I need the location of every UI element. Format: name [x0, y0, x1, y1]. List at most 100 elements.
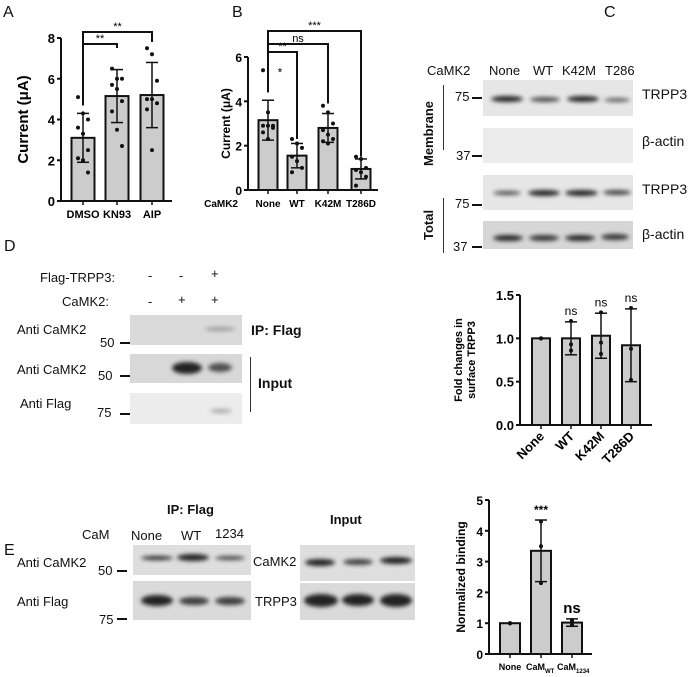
data-point [295, 141, 299, 146]
data-point [271, 125, 275, 130]
data-point [266, 110, 270, 115]
y-axis-label: surface TRPP3 [466, 321, 478, 399]
data-point [266, 123, 270, 128]
y-tick-label: 2 [476, 586, 483, 600]
panel-label-e: E [4, 542, 15, 559]
data-point [300, 145, 304, 150]
data-point [290, 170, 294, 175]
y-tick-label: 5 [476, 494, 483, 508]
data-point [76, 125, 80, 130]
y-tick-label: 0 [476, 648, 483, 662]
d-row-label-1: Anti CaMK2 [17, 322, 87, 337]
data-point [321, 128, 325, 133]
data-point [76, 156, 80, 161]
data-point [86, 170, 90, 175]
e-input-label: Input [330, 512, 362, 527]
data-point [120, 76, 124, 81]
panel-label-a: A [3, 4, 14, 21]
c-blot-membrane-actin [483, 128, 633, 163]
y-tick-label: 4 [235, 95, 242, 109]
significance-label: ns [565, 304, 578, 318]
y-axis-label: Fold changes in [453, 318, 465, 402]
data-point [115, 127, 119, 132]
significance-label: ** [278, 41, 287, 53]
significance-label: ns [595, 295, 608, 309]
d-ip-label: IP: Flag [251, 322, 302, 338]
data-point [120, 143, 124, 148]
data-point [364, 174, 368, 179]
e-lane-1234: 1234 [215, 526, 244, 541]
x-tick-label: T286D [599, 429, 637, 467]
d-sign: - [179, 268, 184, 283]
data-point [599, 340, 603, 345]
data-point [326, 141, 330, 146]
data-point [81, 158, 85, 163]
c-group-total: Total [421, 209, 436, 240]
d-cond-camk2: CaMK2: [62, 294, 109, 309]
data-point [326, 110, 330, 115]
data-point [570, 619, 574, 624]
data-point [300, 165, 304, 170]
e-input-trpp3: TRPP3 [255, 594, 297, 609]
y-tick-label: 8 [48, 31, 55, 46]
x-tick-label: WT [552, 428, 577, 453]
d-marker: 50 [100, 335, 115, 350]
e-lane-none: None [131, 528, 163, 543]
x-tick-label: DMSO [67, 209, 100, 221]
d-blot-input-camk2 [130, 354, 242, 383]
e-marker-50: 50 [98, 563, 113, 578]
data-point [629, 346, 633, 351]
x-tick-sublabel: 1234 [576, 669, 590, 675]
e-input-camk2: CaMK2 [253, 554, 297, 569]
c-marker-75b: 75 [455, 196, 470, 211]
c-blot-membrane-trpp3 [483, 80, 633, 116]
data-point [120, 99, 124, 104]
y-tick-label: 0 [235, 184, 242, 198]
x-tick-label: CaMWT [526, 662, 555, 675]
panel-label-b: B [232, 4, 243, 21]
y-tick-label: 3 [476, 556, 483, 570]
e-ip-label: IP: Flag [167, 502, 214, 517]
data-point [599, 351, 603, 356]
data-point [629, 306, 633, 310]
data-point [539, 336, 543, 341]
data-point [364, 165, 368, 170]
c-blot-total-actin [483, 221, 633, 249]
x-tick-sublabel: WT [545, 669, 555, 675]
data-point [539, 544, 543, 549]
c-row-label: CaMK2 [427, 63, 471, 78]
data-point [359, 156, 363, 161]
d-row-label-3: Anti Flag [20, 396, 72, 411]
y-axis-label: Current (μA) [15, 75, 32, 163]
y-tick-label: 6 [48, 72, 55, 87]
d-sign: + [211, 266, 219, 281]
data-point [331, 121, 335, 126]
data-point [145, 107, 149, 112]
d-input-label: Input [258, 375, 293, 391]
bar-None [499, 622, 521, 656]
data-point [599, 310, 603, 315]
data-point [81, 111, 85, 116]
d-marker: 50 [98, 368, 113, 383]
e-marker-75: 75 [99, 612, 114, 627]
d-sign: - [148, 294, 153, 309]
d-sign: - [148, 268, 153, 283]
e-blot-input-camk2 [300, 545, 415, 581]
y-tick-label: 0.5 [496, 375, 514, 390]
data-point [150, 97, 154, 102]
significance-label: *** [534, 503, 548, 517]
y-tick-label: 1.5 [496, 288, 514, 303]
data-point [295, 159, 299, 164]
e-lane-wt: WT [181, 528, 202, 543]
c-lane-t286: T286 [605, 63, 635, 78]
significance-label: ns [563, 600, 581, 617]
data-point [261, 123, 265, 128]
data-point [326, 132, 330, 137]
x-tick-label: None [514, 429, 548, 463]
data-point [81, 131, 85, 136]
data-point [145, 97, 149, 102]
e-row-flag: Anti Flag [17, 594, 69, 609]
data-point [155, 101, 159, 106]
y-tick-label: 6 [235, 51, 242, 65]
